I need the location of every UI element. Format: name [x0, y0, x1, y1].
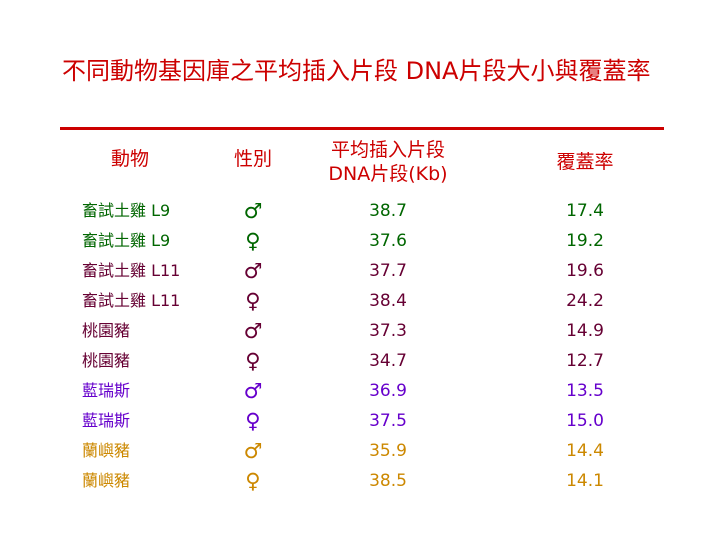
- coverage-cell: 14.1: [566, 471, 604, 491]
- slide-title: 不同動物基因庫之平均插入片段 DNA片段大小與覆蓋率: [62, 57, 651, 85]
- table-row: 藍瑞斯 ♀ 37.5 15.0: [0, 406, 720, 436]
- sex-cell: ♀: [245, 349, 261, 373]
- insert-size-cell: 37.6: [369, 231, 407, 251]
- sex-cell: ♀: [245, 469, 261, 493]
- animal-cell: 桃園豬: [82, 351, 131, 370]
- coverage-cell: 17.4: [566, 201, 604, 221]
- coverage-cell: 15.0: [566, 411, 604, 431]
- animal-cell: 蘭嶼豬: [82, 441, 131, 460]
- header-animal: 動物: [110, 148, 149, 170]
- header-insert-line2: DNA片段(Kb): [328, 163, 448, 185]
- title-underline: [60, 127, 664, 130]
- insert-size-cell: 38.5: [369, 471, 407, 491]
- animal-cell: 桃園豬: [82, 321, 131, 340]
- table-row: 畜試土雞 L9 ♂ 38.7 17.4: [0, 196, 720, 226]
- table-row: 桃園豬 ♀ 34.7 12.7: [0, 346, 720, 376]
- table-row: 藍瑞斯 ♂ 36.9 13.5: [0, 376, 720, 406]
- sex-cell: ♂: [243, 439, 263, 463]
- table-row: 桃園豬 ♂ 37.3 14.9: [0, 316, 720, 346]
- insert-size-cell: 35.9: [369, 441, 407, 461]
- animal-cell: 藍瑞斯: [82, 381, 131, 400]
- insert-size-cell: 38.7: [369, 201, 407, 221]
- insert-size-cell: 37.3: [369, 321, 407, 341]
- animal-cell: 畜試土雞 L11: [82, 291, 181, 310]
- header-sex: 性別: [233, 148, 272, 170]
- insert-size-cell: 34.7: [369, 351, 407, 371]
- insert-size-cell: 36.9: [369, 381, 407, 401]
- sex-cell: ♂: [243, 379, 263, 403]
- header-insert-line1: 平均插入片段: [330, 139, 445, 161]
- coverage-cell: 14.9: [566, 321, 604, 341]
- table-row: 畜試土雞 L11 ♀ 38.4 24.2: [0, 286, 720, 316]
- coverage-cell: 19.6: [566, 261, 604, 281]
- table-row: 蘭嶼豬 ♀ 38.5 14.1: [0, 466, 720, 496]
- table-row: 畜試土雞 L11 ♂ 37.7 19.6: [0, 256, 720, 286]
- insert-size-cell: 37.7: [369, 261, 407, 281]
- animal-cell: 畜試土雞 L11: [82, 261, 181, 280]
- coverage-cell: 19.2: [566, 231, 604, 251]
- table-row: 蘭嶼豬 ♂ 35.9 14.4: [0, 436, 720, 466]
- table-row: 畜試土雞 L9 ♀ 37.6 19.2: [0, 226, 720, 256]
- coverage-cell: 14.4: [566, 441, 604, 461]
- insert-size-cell: 38.4: [369, 291, 407, 311]
- animal-cell: 畜試土雞 L9: [82, 201, 171, 220]
- sex-cell: ♀: [245, 289, 261, 313]
- sex-cell: ♀: [245, 409, 261, 433]
- insert-size-cell: 37.5: [369, 411, 407, 431]
- sex-cell: ♂: [243, 319, 263, 343]
- header-coverage: 覆蓋率: [556, 151, 614, 173]
- coverage-cell: 12.7: [566, 351, 604, 371]
- sex-cell: ♂: [243, 259, 263, 283]
- sex-cell: ♂: [243, 199, 263, 223]
- animal-cell: 蘭嶼豬: [82, 471, 131, 490]
- coverage-cell: 24.2: [566, 291, 604, 311]
- sex-cell: ♀: [245, 229, 261, 253]
- header-insert-size: 平均插入片段 DNA片段(Kb): [303, 138, 473, 186]
- coverage-cell: 13.5: [566, 381, 604, 401]
- animal-cell: 畜試土雞 L9: [82, 231, 171, 250]
- animal-cell: 藍瑞斯: [82, 411, 131, 430]
